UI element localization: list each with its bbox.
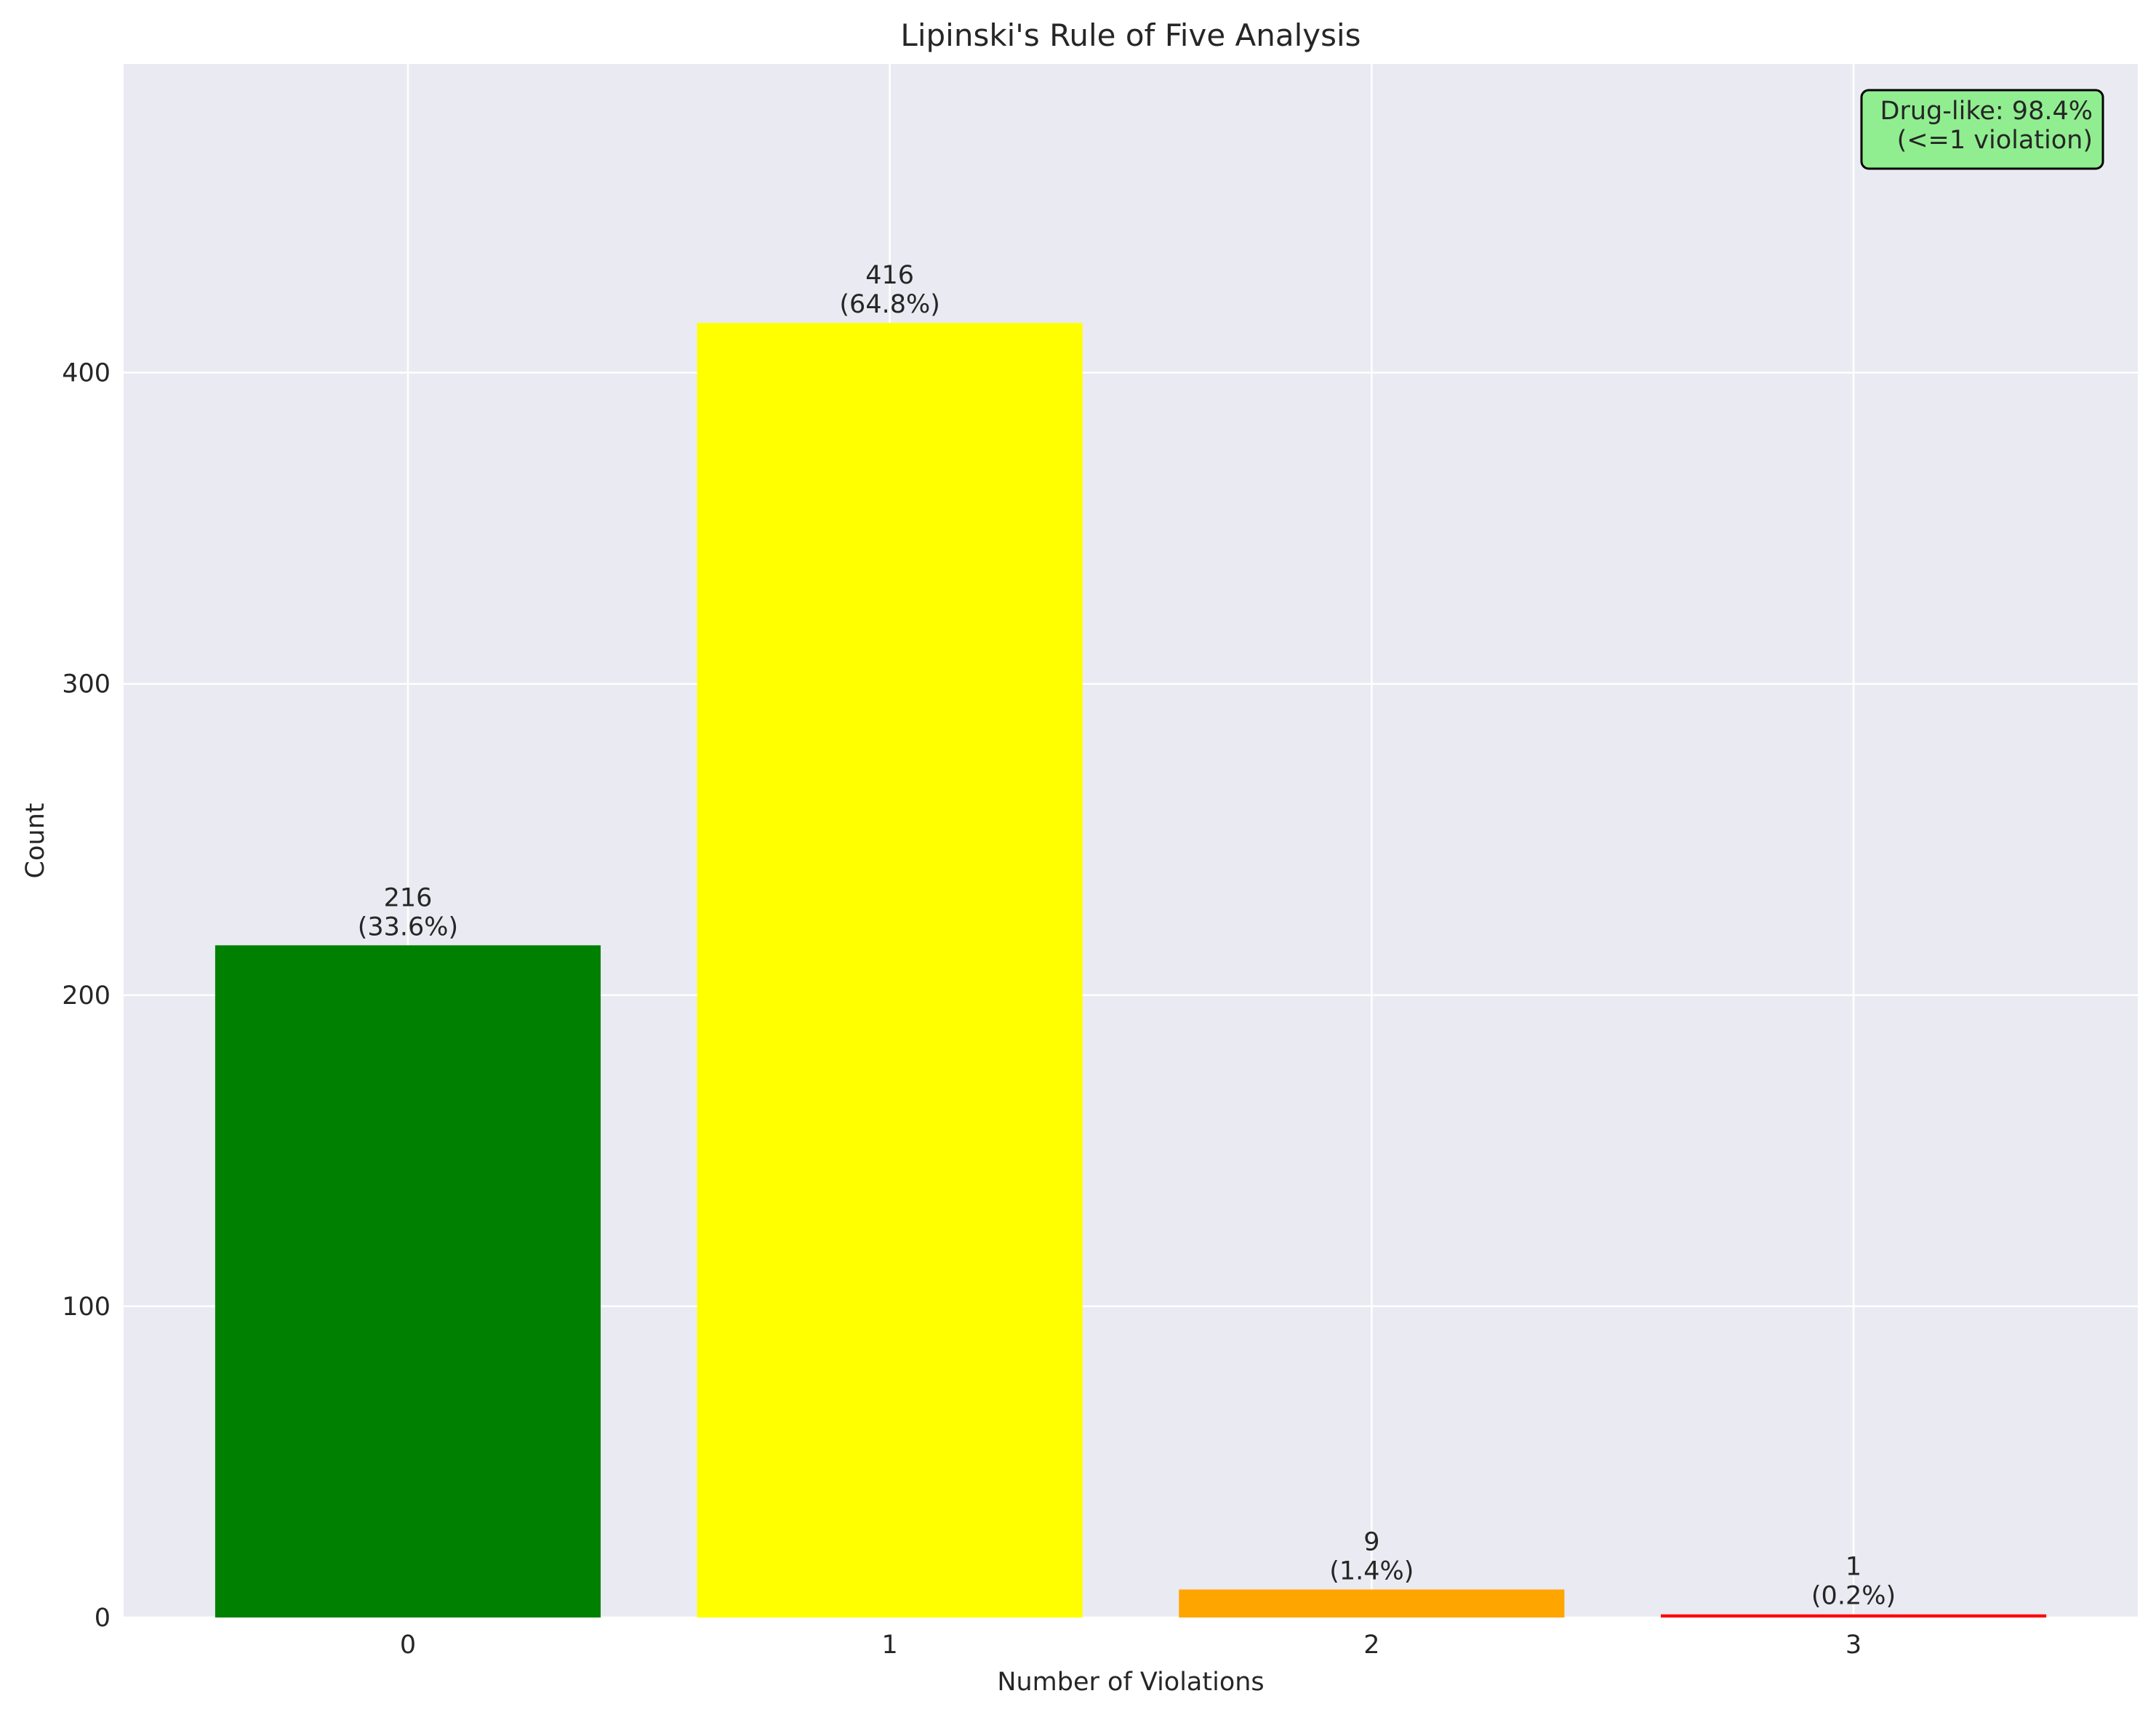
y-tick-label: 200 xyxy=(62,981,111,1010)
chart-title: Lipinski's Rule of Five Analysis xyxy=(900,17,1360,53)
bar-0 xyxy=(215,945,601,1617)
x-tick-label: 0 xyxy=(400,1631,416,1660)
data-label-percent: (64.8%) xyxy=(839,290,940,319)
x-tick-label: 2 xyxy=(1363,1631,1379,1660)
x-tick-label: 1 xyxy=(882,1631,898,1660)
y-tick-label: 400 xyxy=(62,359,111,388)
bar-1 xyxy=(697,323,1083,1618)
data-label-percent: (0.2%) xyxy=(1811,1582,1896,1611)
bar-2 xyxy=(1179,1589,1565,1617)
y-tick-label: 300 xyxy=(62,670,111,699)
annotation-text: Drug-like: 98.4% xyxy=(1880,97,2093,126)
y-tick-label: 100 xyxy=(62,1293,111,1322)
data-label-percent: (33.6%) xyxy=(358,912,459,941)
y-tick-label: 0 xyxy=(95,1604,111,1633)
bar-data-labels: (33.6%)216 (64.8%)416 (1.4%)9 (0.2%)1 xyxy=(358,261,1896,1611)
annotation-text: (<=1 violation) xyxy=(1897,126,2093,155)
data-label-count: 416 xyxy=(865,261,914,290)
x-tick-label: 3 xyxy=(1846,1631,1862,1660)
data-label-count: 216 xyxy=(384,883,433,912)
drug-like-annotation: Drug-like: 98.4%(<=1 violation) xyxy=(1860,89,2104,170)
annotation-box xyxy=(1860,89,2104,170)
y-axis-label: Count xyxy=(21,803,50,879)
axis-ticks: 0 100 200 300 400 0 1 2 3 xyxy=(62,359,1862,1660)
data-label-count: 1 xyxy=(1846,1553,1862,1582)
data-label-count: 9 xyxy=(1363,1527,1379,1556)
bar-3 xyxy=(1660,1614,2047,1617)
x-axis-label: Number of Violations xyxy=(997,1668,1264,1697)
data-label-percent: (1.4%) xyxy=(1329,1556,1414,1586)
bars xyxy=(215,323,2047,1618)
